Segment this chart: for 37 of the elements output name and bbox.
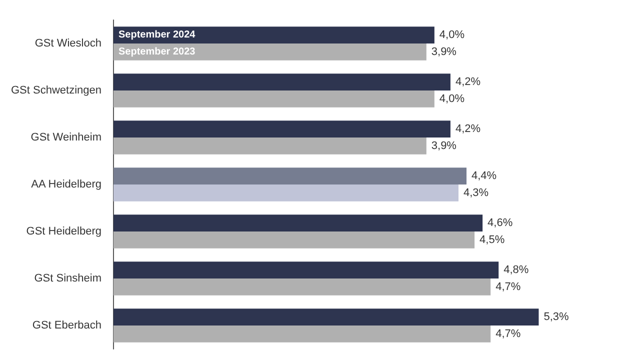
data-label: 4,7% [496,328,521,340]
bar [113,278,491,296]
data-label: 4,0% [439,92,465,105]
bar [113,26,434,44]
data-label: 4,3% [463,186,489,199]
bar [113,44,426,60]
data-label: 4,6% [488,217,513,230]
series-label: September 2023 [118,46,196,58]
bar [113,214,483,232]
data-label: 3,9% [431,140,457,152]
data-label: 4,0% [439,29,465,42]
data-label: 4,4% [472,170,497,182]
data-label: 4,7% [496,280,521,293]
bar [113,308,539,326]
data-label: 4,2% [455,76,481,88]
y-tick-label: GSt Weinheim [30,132,102,144]
data-label: 4,5% [480,234,505,246]
y-tick-label: AA Heidelberg [31,178,102,190]
bar [113,232,475,248]
y-tick-label: GSt Eberbach [32,320,102,332]
bar [113,326,491,342]
data-label: 3,9% [431,46,457,58]
y-tick-label: GSt Sinsheim [34,272,102,284]
bar [113,90,434,108]
data-label: 5,3% [544,311,570,324]
y-tick-label: GSt Schwetzingen [10,84,102,96]
y-tick-label: GSt Wiesloch [34,38,102,50]
series-label: September 2024 [118,30,196,41]
bar [113,120,450,138]
bar [113,168,467,184]
data-label: 4,8% [504,264,529,276]
data-label: 4,2% [455,123,481,136]
bar [113,74,450,90]
bar [113,184,458,202]
bar [113,138,426,154]
bar [113,262,499,278]
y-tick-label: GSt Heidelberg [26,226,102,238]
